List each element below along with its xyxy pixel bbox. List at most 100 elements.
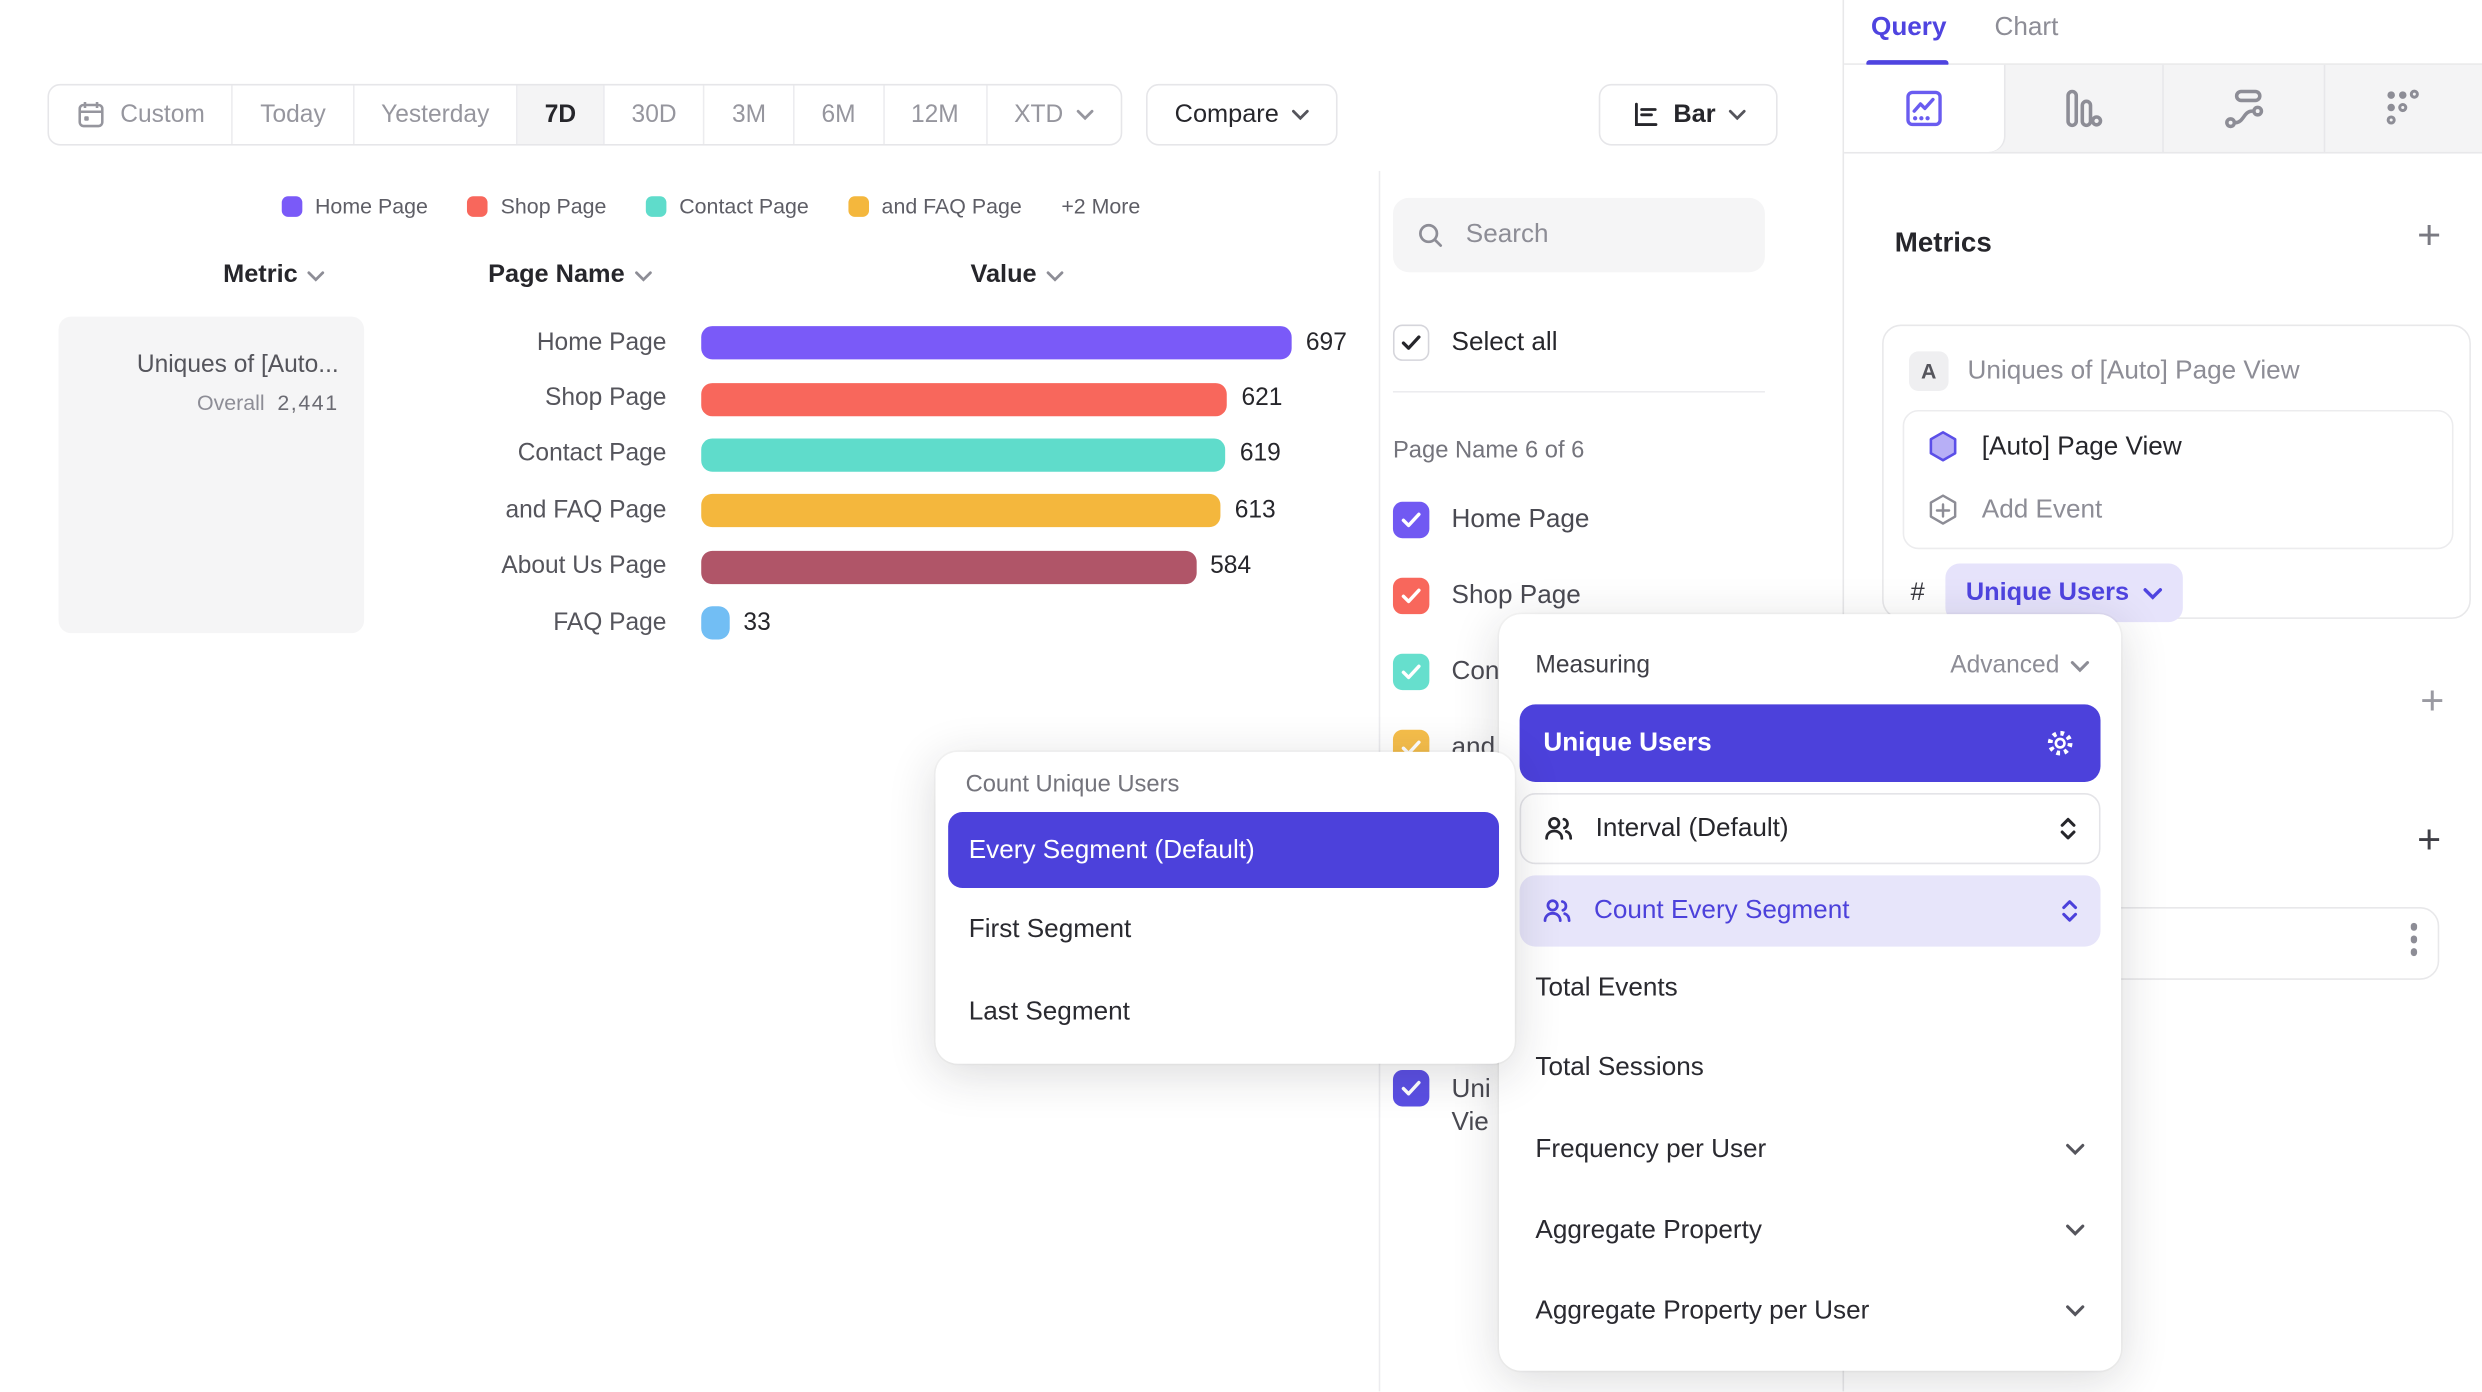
users-icon (1543, 899, 1571, 923)
count-mode-select[interactable]: Count Every Segment (1519, 875, 2101, 947)
measuring-option-total-events[interactable]: Total Events (1535, 972, 1678, 1002)
event-card: [Auto] Page View Add Event (1902, 409, 2454, 550)
count-option-last-segment[interactable]: Last Segment (968, 997, 1130, 1026)
metric-card-header: A Uniques of [Auto] Page View (1908, 351, 2300, 391)
metric-cell[interactable]: Uniques of [Auto... Overall 2,441 (58, 316, 365, 634)
chevron-down-icon (2143, 587, 2163, 600)
count-option-every-segment[interactable]: Every Segment (Default) (948, 812, 1500, 889)
metrics-heading: Metrics (1894, 226, 1992, 259)
bar-value: 697 (1305, 328, 1347, 356)
compare-button[interactable]: Compare (1146, 83, 1338, 146)
chevron-down-icon (2066, 1305, 2085, 1317)
gear-icon (2047, 730, 2073, 756)
date-range-6m[interactable]: 6M (795, 85, 885, 145)
date-range-12m[interactable]: 12M (884, 85, 988, 145)
chevron-down-icon (2066, 1224, 2085, 1236)
report-type-tabs (1844, 64, 2482, 154)
segment-search[interactable] (1392, 197, 1765, 273)
segment-item[interactable]: Uni Vie (1392, 1070, 1765, 1140)
tab-query[interactable]: Query (1870, 12, 1947, 42)
date-range-3m[interactable]: 3M (705, 85, 795, 145)
users-icon (1545, 817, 1573, 840)
tab-flows[interactable] (2164, 64, 2325, 152)
measuring-option-aggregate-property-per-user[interactable]: Aggregate Property per User (1535, 1292, 2085, 1330)
bar-row: Home Page 697 (0, 315, 1379, 371)
add-filter-icon[interactable]: + (2420, 675, 2445, 724)
search-input[interactable] (1462, 218, 1716, 252)
bar-value: 613 (1234, 496, 1276, 524)
column-header-page-name[interactable]: Page Name (475, 261, 665, 289)
bar-value: 584 (1210, 552, 1252, 580)
advanced-toggle[interactable]: Advanced (1950, 652, 2090, 680)
interval-select[interactable]: Interval (Default) (1519, 793, 2101, 865)
bar-label: Home Page (536, 328, 667, 356)
panel-tabs: Query Chart (1844, 0, 2482, 67)
chart-type-button[interactable]: Bar (1598, 83, 1778, 146)
date-range-yesterday[interactable]: Yesterday (354, 85, 518, 145)
chevron-down-icon (1291, 109, 1309, 121)
insights-icon (1905, 89, 1942, 126)
measuring-option-total-sessions[interactable]: Total Sessions (1535, 1051, 1704, 1081)
bar[interactable] (701, 550, 1196, 584)
tab-retention[interactable] (2325, 65, 2482, 152)
tab-funnels[interactable] (2003, 64, 2164, 152)
add-breakdown-icon[interactable]: + (2417, 815, 2442, 863)
event-row[interactable]: [Auto] Page View (1925, 429, 2182, 465)
chevron-down-icon (1728, 109, 1746, 121)
metric-card-title: Uniques of [Auto] Page View (1967, 356, 2300, 385)
divider (1392, 390, 1765, 393)
segment-checkbox[interactable] (1392, 1070, 1430, 1107)
column-header-metric[interactable]: Metric (187, 261, 361, 289)
add-metric-icon[interactable]: + (2417, 210, 2442, 259)
bar-value: 619 (1239, 440, 1281, 468)
calendar-icon (78, 101, 104, 128)
bar[interactable] (701, 326, 1292, 360)
chevron-down-icon (307, 270, 325, 281)
bar-label: Shop Page (544, 384, 667, 412)
select-all-row[interactable]: Select all (1392, 324, 1558, 361)
legend-item[interactable]: Contact Page (645, 195, 809, 218)
check-icon (1401, 664, 1421, 680)
column-header-value[interactable]: Value (926, 261, 1108, 289)
bar-label: Contact Page (517, 440, 667, 468)
legend-item[interactable]: Shop Page (467, 195, 606, 218)
tab-insights[interactable] (1844, 64, 2004, 152)
metric-name: Uniques of [Auto... (136, 351, 339, 379)
segment-item[interactable]: Shop Page (1392, 577, 1765, 615)
tab-chart[interactable]: Chart (1994, 12, 2059, 42)
kebab-icon[interactable] (2409, 922, 2418, 956)
metric-overall: Overall 2,441 (196, 390, 339, 415)
measuring-option-aggregate-property[interactable]: Aggregate Property (1535, 1211, 2085, 1249)
bar[interactable] (701, 438, 1226, 472)
segment-checkbox[interactable] (1392, 501, 1430, 539)
select-chevrons-icon (2062, 900, 2078, 922)
bar[interactable] (701, 382, 1228, 416)
select-all-checkbox[interactable] (1392, 324, 1430, 361)
date-range-today[interactable]: Today (233, 85, 355, 145)
metric-card[interactable]: A Uniques of [Auto] Page View [Auto] Pag… (1882, 324, 2471, 623)
segment-item[interactable]: Home Page (1392, 501, 1765, 539)
bar[interactable] (701, 606, 730, 640)
measuring-option-unique-users[interactable]: Unique Users (1519, 704, 2101, 782)
measuring-option-frequency-per-user[interactable]: Frequency per User (1535, 1130, 2085, 1168)
measurement-pill[interactable]: Unique Users (1945, 563, 2183, 623)
active-tab-indicator (1866, 60, 1949, 67)
segment-checkbox[interactable] (1392, 653, 1430, 691)
add-event-row[interactable]: Add Event (1925, 492, 2102, 528)
chevron-down-icon (634, 270, 652, 281)
chevron-down-icon (2070, 661, 2090, 673)
legend-swatch (281, 196, 303, 217)
legend-item[interactable]: Home Page (281, 195, 428, 218)
segment-checkbox[interactable] (1392, 577, 1430, 615)
date-range-7d[interactable]: 7D (517, 85, 605, 145)
hash-icon: # (1910, 578, 1925, 606)
bar-value: 33 (743, 608, 771, 636)
date-range-30d[interactable]: 30D (605, 85, 706, 145)
legend-item[interactable]: and FAQ Page (848, 195, 1022, 218)
legend-more[interactable]: +2 More (1061, 194, 1141, 219)
date-range-custom[interactable]: Custom (49, 85, 234, 145)
date-range-xtd[interactable]: XTD (987, 85, 1120, 144)
count-option-first-segment[interactable]: First Segment (968, 914, 1132, 944)
bar[interactable] (701, 494, 1221, 528)
chevron-down-icon (1046, 270, 1064, 281)
